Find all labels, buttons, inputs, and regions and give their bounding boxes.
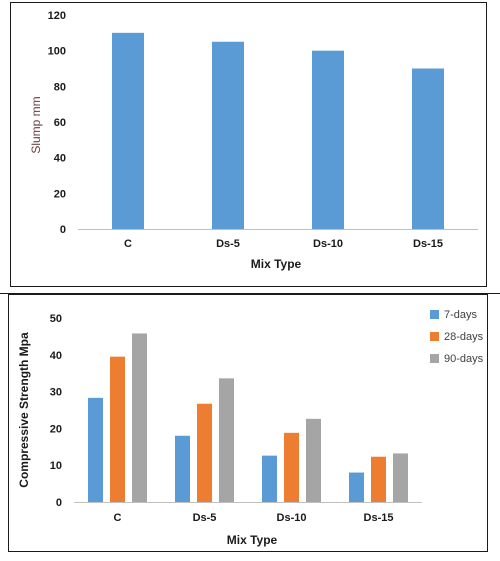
x-tick-label: Ds-10	[277, 512, 307, 524]
y-tick-label: 80	[54, 81, 66, 93]
strength-chart-y-axis-title: Compressive Strength Mpa	[17, 332, 31, 488]
legend-label-90-days: 90-days	[444, 353, 484, 365]
slump-chart-x-axis-title: Mix Type	[251, 257, 302, 271]
bar-ds-10-90-days	[306, 418, 321, 502]
y-tick-label: 50	[50, 313, 62, 325]
y-tick-label: 40	[54, 153, 66, 165]
slump-chart: 0 20 40 60 80 100 120 C Ds-5 Ds-10 Ds-15 Mix Type…	[29, 10, 478, 271]
strength-chart-bars	[88, 333, 408, 502]
legend-swatch-7-days	[430, 310, 439, 319]
x-tick-label: Ds-5	[216, 238, 240, 250]
strength-chart-x-axis-title: Mix Type	[227, 533, 278, 547]
y-tick-label: 0	[60, 224, 66, 236]
legend-label-7-days: 7-days	[444, 309, 478, 321]
strength-chart-y-ticks: 0 10 20 30 40 50	[50, 313, 62, 509]
y-tick-label: 60	[54, 117, 66, 129]
bar-c-7-days	[88, 397, 103, 502]
x-tick-label: Ds-10	[313, 238, 343, 250]
bar-c-28-days	[110, 356, 125, 502]
bar-c-90-days	[132, 333, 147, 502]
bar-ds-10-7-days	[262, 455, 277, 502]
bar-ds-5	[212, 41, 244, 229]
slump-chart-y-ticks: 0 20 40 60 80 100 120	[48, 10, 66, 236]
legend-swatch-28-days	[430, 332, 439, 341]
y-tick-label: 40	[50, 350, 62, 362]
legend-swatch-90-days	[430, 354, 439, 363]
y-tick-label: 0	[56, 497, 62, 509]
slump-chart-bars	[112, 32, 444, 230]
bar-ds-15	[412, 68, 444, 229]
x-tick-label: Ds-5	[193, 512, 217, 524]
slump-chart-x-ticks: C Ds-5 Ds-10 Ds-15	[124, 238, 443, 250]
bar-ds-15-90-days	[393, 453, 408, 502]
x-tick-label: C	[124, 238, 132, 250]
bar-ds-15-28-days	[371, 456, 386, 502]
y-tick-label: 30	[50, 387, 62, 399]
bar-ds-15-7-days	[349, 472, 364, 502]
slump-chart-panel	[10, 2, 487, 287]
bar-ds-10-28-days	[284, 432, 299, 502]
bar-ds-5-7-days	[175, 435, 190, 502]
x-tick-label: Ds-15	[413, 238, 443, 250]
x-tick-label: C	[114, 512, 122, 524]
strength-chart-x-ticks: C Ds-5 Ds-10 Ds-15	[114, 512, 394, 524]
y-tick-label: 20	[54, 188, 66, 200]
bar-ds-10	[312, 50, 344, 229]
slump-chart-y-axis-title: Slump mm	[29, 96, 43, 153]
bar-ds-5-28-days	[197, 403, 212, 502]
y-tick-label: 20	[50, 423, 62, 435]
bar-c	[112, 32, 144, 230]
strength-chart-legend: 7-days 28-days 90-days	[430, 309, 484, 365]
legend-label-28-days: 28-days	[444, 331, 484, 343]
bar-ds-5-90-days	[219, 378, 234, 502]
x-tick-label: Ds-15	[364, 512, 394, 524]
y-tick-label: 120	[48, 10, 66, 22]
y-tick-label: 100	[48, 46, 66, 58]
y-tick-label: 10	[50, 460, 62, 472]
